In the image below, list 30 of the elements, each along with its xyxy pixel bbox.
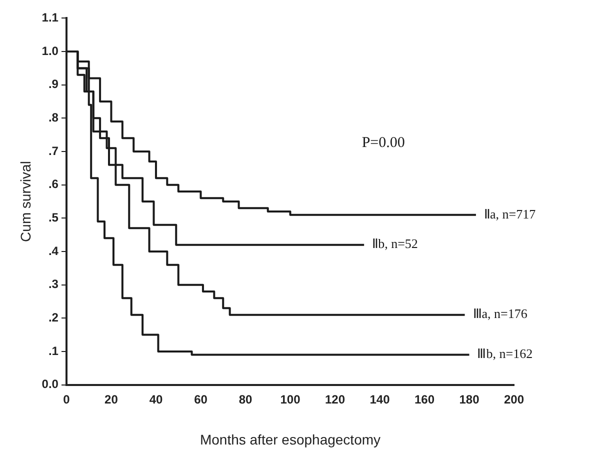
annotation: P=0.00 [362,135,405,152]
x-tick-label: 120 [324,392,346,406]
y-tick-label: .8 [48,110,59,124]
series-label: Ⅲb, n=162 [477,346,533,362]
y-axis-title: Cum survival [17,161,34,242]
x-tick-label: 200 [504,392,524,406]
y-tick-label: .9 [48,77,59,92]
x-tick-label: 160 [414,392,435,406]
y-tick-label: .3 [48,277,59,292]
x-tick-label: 100 [280,392,301,406]
y-tick-label: 0.0 [42,377,59,392]
x-tick-label: 0 [63,392,70,406]
x-tick-label: 80 [238,392,252,406]
y-tick-label: .7 [48,144,59,158]
x-tick-label: 140 [370,392,390,406]
x-tick-label: 40 [149,392,163,406]
x-tick-label: 180 [459,392,480,406]
x-tick-label: 60 [194,392,208,406]
x-axis-title: Months after esophagectomy [200,431,381,448]
y-tick-label: .1 [48,344,59,358]
y-tick-label: 1.1 [42,10,59,25]
y-tick-label: .6 [48,177,59,192]
series-label: Ⅱb, n=52 [372,236,418,252]
y-tick-label: 1.0 [42,44,59,58]
x-tick-label: 20 [104,392,118,406]
y-tick-label: .4 [48,244,59,258]
series-label: Ⅲa, n=176 [472,306,528,322]
y-tick-label: .5 [48,210,59,224]
y-tick-label: .2 [48,310,59,324]
series-label: Ⅱa, n=717 [484,206,536,222]
